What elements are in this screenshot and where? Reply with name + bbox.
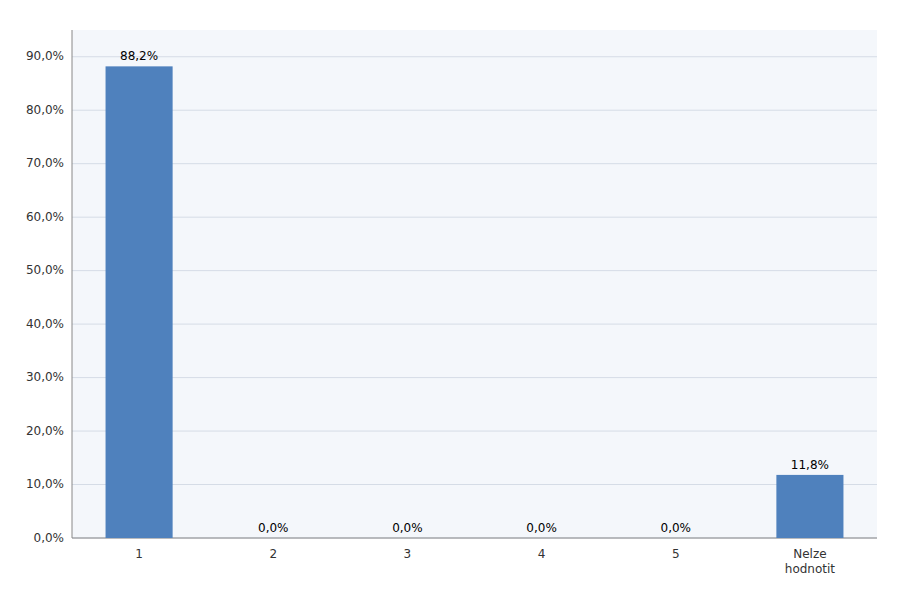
y-tick-label: 90,0% (26, 49, 64, 63)
grid-line (72, 217, 877, 218)
y-tick-label: 40,0% (26, 317, 64, 331)
data-label: 11,8% (791, 458, 829, 472)
x-tick-label: 1 (135, 547, 143, 561)
x-tick-label-line: 3 (404, 547, 412, 561)
x-tick-label-line: hodnotit (785, 562, 836, 576)
data-label: 0,0% (526, 521, 557, 535)
x-tick-label-line: 2 (269, 547, 277, 561)
chart-container: 0,0%10,0%20,0%30,0%40,0%50,0%60,0%70,0%8… (0, 0, 901, 610)
y-tick-label: 10,0% (26, 477, 64, 491)
y-tick-label: 50,0% (26, 263, 64, 277)
grid-line (72, 110, 877, 111)
bars (106, 66, 844, 538)
x-tick-label: Nelzehodnotit (785, 547, 836, 576)
plot-background (72, 30, 877, 538)
chart-svg: 0,0%10,0%20,0%30,0%40,0%50,0%60,0%70,0%8… (0, 0, 901, 610)
bar (508, 538, 575, 539)
x-tick-label: 2 (269, 547, 277, 561)
bar (776, 475, 843, 538)
grid-line (72, 163, 877, 164)
data-label: 0,0% (661, 521, 692, 535)
x-tick-label-line: 4 (538, 547, 546, 561)
bar (106, 66, 173, 538)
x-tick-label: 5 (672, 547, 680, 561)
grid-line (72, 56, 877, 57)
x-tick-label-line: 5 (672, 547, 680, 561)
grid-line (72, 484, 877, 485)
y-tick-label: 20,0% (26, 424, 64, 438)
x-tick-label-line: Nelze (793, 547, 826, 561)
grid-line (72, 538, 877, 539)
grid-line (72, 431, 877, 432)
bar (374, 538, 441, 539)
y-tick-label: 60,0% (26, 210, 64, 224)
grid-line (72, 270, 877, 271)
y-tick-label: 80,0% (26, 103, 64, 117)
grid-line (72, 324, 877, 325)
x-tick-label-line: 1 (135, 547, 143, 561)
data-label: 0,0% (392, 521, 423, 535)
y-tick-label: 70,0% (26, 156, 64, 170)
data-label: 0,0% (258, 521, 289, 535)
y-tick-label: 0,0% (34, 531, 65, 545)
x-tick-label: 3 (404, 547, 412, 561)
data-label: 88,2% (120, 49, 158, 63)
bar (240, 538, 307, 539)
x-axis-line (72, 538, 877, 539)
y-axis-line (72, 30, 73, 538)
y-tick-label: 30,0% (26, 370, 64, 384)
grid-line (72, 377, 877, 378)
bar (642, 538, 709, 539)
x-tick-label: 4 (538, 547, 546, 561)
